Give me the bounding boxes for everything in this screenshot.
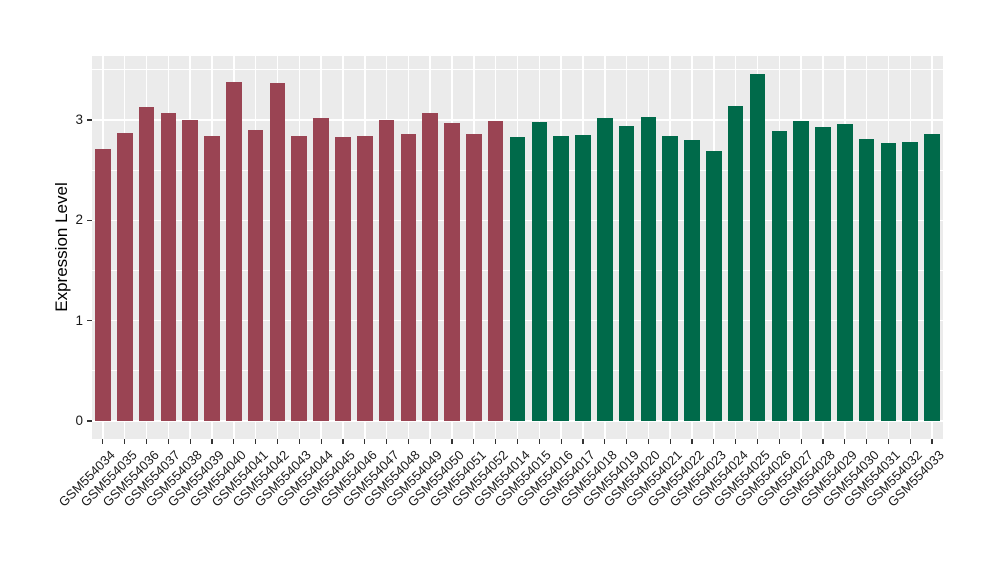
x-tick-mark <box>778 439 780 444</box>
x-tick-mark <box>582 439 584 444</box>
x-tick-mark <box>691 439 693 444</box>
bar-GSM554041 <box>247 130 264 421</box>
x-tick-mark <box>822 439 824 444</box>
bar-GSM554051 <box>466 134 482 421</box>
bar-GSM554026 <box>771 131 788 421</box>
bar-GSM554017 <box>575 135 591 421</box>
bar-GSM554020 <box>640 117 657 421</box>
plot-panel <box>92 56 943 439</box>
bar-GSM554016 <box>553 136 569 421</box>
bar-GSM554028 <box>815 127 831 421</box>
x-tick-mark <box>931 439 933 444</box>
x-tick-mark <box>167 439 169 444</box>
bar-GSM554022 <box>684 140 700 421</box>
bar-GSM554024 <box>727 105 744 421</box>
bar-GSM554033 <box>924 134 940 421</box>
x-tick-mark <box>887 439 890 444</box>
bar-GSM554044 <box>313 118 329 421</box>
bar-GSM554040 <box>226 81 242 421</box>
bar-GSM554032 <box>902 142 919 421</box>
y-tick-label: 3 <box>75 112 83 127</box>
bar-GSM554029 <box>837 124 853 421</box>
bar-GSM554043 <box>291 136 308 421</box>
bar-GSM554021 <box>662 136 679 421</box>
x-tick-mark <box>233 439 235 444</box>
x-tick-mark <box>800 439 802 444</box>
x-tick-mark <box>407 439 409 444</box>
y-tick-mark <box>87 119 92 121</box>
bar-GSM554023 <box>706 151 722 421</box>
x-tick-mark <box>145 439 148 444</box>
x-tick-mark <box>473 439 475 444</box>
bar-GSM554047 <box>378 120 395 421</box>
x-tick-mark <box>364 439 366 444</box>
bar-GSM554038 <box>182 120 198 421</box>
bar-GSM554018 <box>596 118 613 421</box>
bar-GSM554050 <box>444 123 460 421</box>
bar-GSM554039 <box>204 136 220 421</box>
x-tick-mark <box>495 439 497 444</box>
bar-GSM554027 <box>793 121 809 421</box>
y-tick-label: 2 <box>75 212 83 228</box>
bar-GSM554014 <box>509 137 526 421</box>
x-tick-mark <box>713 439 715 444</box>
x-tick-mark <box>909 439 911 444</box>
bar-GSM554025 <box>749 73 766 421</box>
x-tick-mark <box>276 439 279 444</box>
x-tick-mark <box>626 439 628 444</box>
x-tick-mark <box>102 439 104 444</box>
x-tick-mark <box>298 439 300 444</box>
y-axis-title: Expression Level <box>52 182 71 312</box>
x-tick-mark <box>124 439 126 444</box>
bar-GSM554046 <box>356 136 373 421</box>
x-tick-mark <box>756 439 759 444</box>
x-tick-mark <box>844 439 846 444</box>
x-tick-mark <box>211 439 213 444</box>
bar-GSM554052 <box>487 121 504 421</box>
x-tick-mark <box>189 439 191 444</box>
bar-GSM554045 <box>335 137 351 421</box>
bar-GSM554030 <box>858 139 875 421</box>
bar-GSM554019 <box>618 126 635 421</box>
x-tick-mark <box>255 439 257 444</box>
bar-GSM554015 <box>531 122 548 421</box>
bar-GSM554042 <box>269 82 286 421</box>
bar-GSM554031 <box>880 143 897 421</box>
bar-GSM554034 <box>95 149 111 421</box>
y-tick-label: 0 <box>75 413 83 428</box>
x-tick-mark <box>320 439 322 444</box>
bar-GSM554035 <box>116 133 133 421</box>
x-tick-mark <box>669 439 671 444</box>
x-tick-mark <box>516 439 519 444</box>
y-tick-label: 1 <box>75 312 83 328</box>
bar-GSM554049 <box>422 112 438 421</box>
x-tick-mark <box>866 439 868 444</box>
x-tick-mark <box>429 439 431 444</box>
bar-GSM554037 <box>160 112 177 421</box>
x-tick-mark <box>342 439 344 444</box>
x-tick-mark <box>385 439 388 444</box>
x-tick-mark <box>560 439 562 444</box>
bar-GSM554048 <box>400 134 417 421</box>
x-tick-mark <box>538 439 540 444</box>
x-tick-mark <box>647 439 649 444</box>
y-tick-mark <box>87 420 92 422</box>
y-tick-mark <box>87 320 92 322</box>
x-tick-mark <box>451 439 453 444</box>
bar-GSM554036 <box>138 106 155 421</box>
x-tick-mark <box>604 439 606 444</box>
y-tick-mark <box>87 219 92 221</box>
x-tick-mark <box>735 439 737 444</box>
